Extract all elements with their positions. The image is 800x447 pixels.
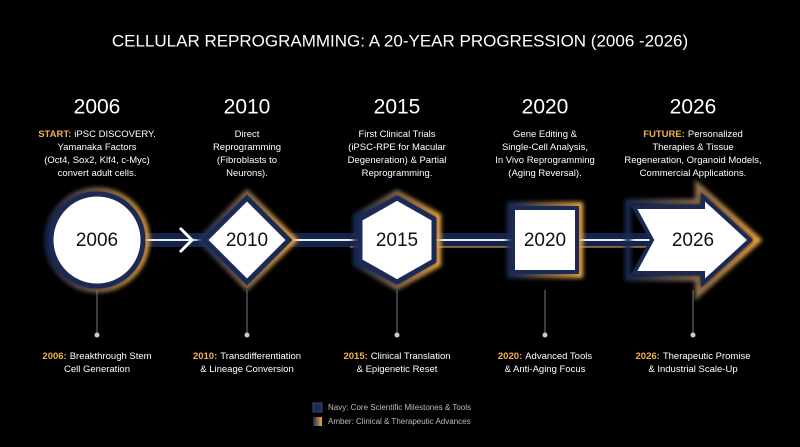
description-line: (Aging Reversal).	[508, 168, 581, 179]
description-line: First Clinical Trials	[358, 129, 435, 140]
caption-bold: 2010:	[193, 351, 217, 362]
description-line: convert adult cells.	[58, 168, 137, 179]
legend-label: Amber: Clinical & Therapeutic Advances	[328, 417, 471, 426]
description-text: Neurons).	[226, 168, 268, 179]
description-line: (iPSC-RPE for Macular	[348, 142, 446, 153]
stem-dot	[690, 332, 696, 338]
description-text: Gene Editing &	[513, 129, 578, 140]
description-text: Commercial Applications.	[640, 168, 747, 179]
year: 2026	[670, 96, 717, 119]
description-line: Yamanaka Factors	[57, 142, 136, 153]
year: 2020	[522, 96, 569, 119]
stem-dot	[244, 332, 250, 338]
description-line: Neurons).	[226, 168, 268, 179]
description-line: Degeneration) & Partial	[348, 155, 447, 166]
caption-line: 2015: Clinical Translation	[343, 351, 450, 362]
description-text: (Oct4, Sox2, Klf4, c-Myc)	[44, 155, 150, 166]
description-line: Direct	[235, 129, 260, 140]
shape-label: 2015	[376, 230, 418, 251]
caption-bold: 2015:	[343, 351, 367, 362]
stem-dot	[394, 332, 400, 338]
description-text: Direct	[235, 129, 260, 140]
caption-text: & Anti-Aging Focus	[505, 364, 586, 375]
description-line: Reprogramming.	[362, 168, 433, 179]
caption-line: 2010: Transdifferentiation	[193, 351, 301, 362]
legend-swatch	[313, 417, 322, 426]
shapes	[44, 179, 763, 301]
description-line: Single-Cell Analysis,	[502, 142, 588, 153]
description-text: Regeneration, Organoid Models,	[624, 155, 761, 166]
year: 2015	[374, 96, 421, 119]
stem-dot	[94, 332, 100, 338]
caption-text: Therapeutic Promise	[663, 351, 751, 362]
description-text: First Clinical Trials	[358, 129, 435, 140]
legend-label: Navy: Core Scientific Milestones & Tools	[328, 403, 471, 412]
description-text: (Fibroblasts to	[217, 155, 277, 166]
description-line: Reprogramming	[213, 142, 281, 153]
description-text: In Vivo Reprogramming	[495, 155, 595, 166]
caption-line: 2026: Therapeutic Promise	[636, 351, 751, 362]
caption-line: & Epigenetic Reset	[357, 364, 438, 375]
description-text: (Aging Reversal).	[508, 168, 581, 179]
caption-bold: 2026:	[636, 351, 660, 362]
description-line: (Oct4, Sox2, Klf4, c-Myc)	[44, 155, 150, 166]
description-line: (Fibroblasts to	[217, 155, 277, 166]
description-text: Therapies & Tissue	[652, 142, 733, 153]
description-text: convert adult cells.	[58, 168, 137, 179]
shape-label: 2010	[226, 230, 268, 251]
description-line: Gene Editing &	[513, 129, 578, 140]
description-text: (iPSC-RPE for Macular	[348, 142, 446, 153]
description-bold: START:	[38, 129, 71, 140]
title: CELLULAR REPROGRAMMING: A 20-YEAR PROGRE…	[112, 31, 688, 50]
caption-text: & Epigenetic Reset	[357, 364, 438, 375]
description-text: Personalized	[688, 129, 743, 140]
description-line: Regeneration, Organoid Models,	[624, 155, 761, 166]
caption-text: Cell Generation	[64, 364, 130, 375]
caption-line: & Anti-Aging Focus	[505, 364, 586, 375]
caption-bold: 2006:	[42, 351, 66, 362]
description-line: FUTURE: Personalized	[643, 129, 743, 140]
description-text: iPSC DISCOVERY.	[74, 129, 155, 140]
caption-line: 2006: Breakthrough Stem	[42, 351, 151, 362]
description-text: Reprogramming.	[362, 168, 433, 179]
caption-line: & Lineage Conversion	[200, 364, 293, 375]
caption-line: & Industrial Scale-Up	[648, 364, 737, 375]
description-line: START: iPSC DISCOVERY.	[38, 129, 156, 140]
description-line: Commercial Applications.	[640, 168, 747, 179]
shape-label: 2026	[672, 230, 714, 251]
stem-dot	[542, 332, 548, 338]
caption-text: Clinical Translation	[371, 351, 451, 362]
caption-bold: 2020:	[498, 351, 522, 362]
legend-swatch	[312, 402, 323, 413]
caption-text: Advanced Tools	[525, 351, 592, 362]
description-text: Single-Cell Analysis,	[502, 142, 588, 153]
description-text: Yamanaka Factors	[57, 142, 136, 153]
shape-label: 2020	[524, 230, 566, 251]
caption-line: 2020: Advanced Tools	[498, 351, 592, 362]
description-text: Reprogramming	[213, 142, 281, 153]
description-line: In Vivo Reprogramming	[495, 155, 595, 166]
caption-text: Breakthrough Stem	[70, 351, 152, 362]
shape-label: 2006	[76, 230, 118, 251]
caption-text: & Lineage Conversion	[200, 364, 293, 375]
caption-line: Cell Generation	[64, 364, 130, 375]
caption-text: & Industrial Scale-Up	[648, 364, 737, 375]
description-line: Therapies & Tissue	[652, 142, 733, 153]
year: 2010	[224, 96, 271, 119]
year: 2006	[74, 96, 121, 119]
description-bold: FUTURE:	[643, 129, 685, 140]
caption-text: Transdifferentiation	[220, 351, 301, 362]
description-text: Degeneration) & Partial	[348, 155, 447, 166]
